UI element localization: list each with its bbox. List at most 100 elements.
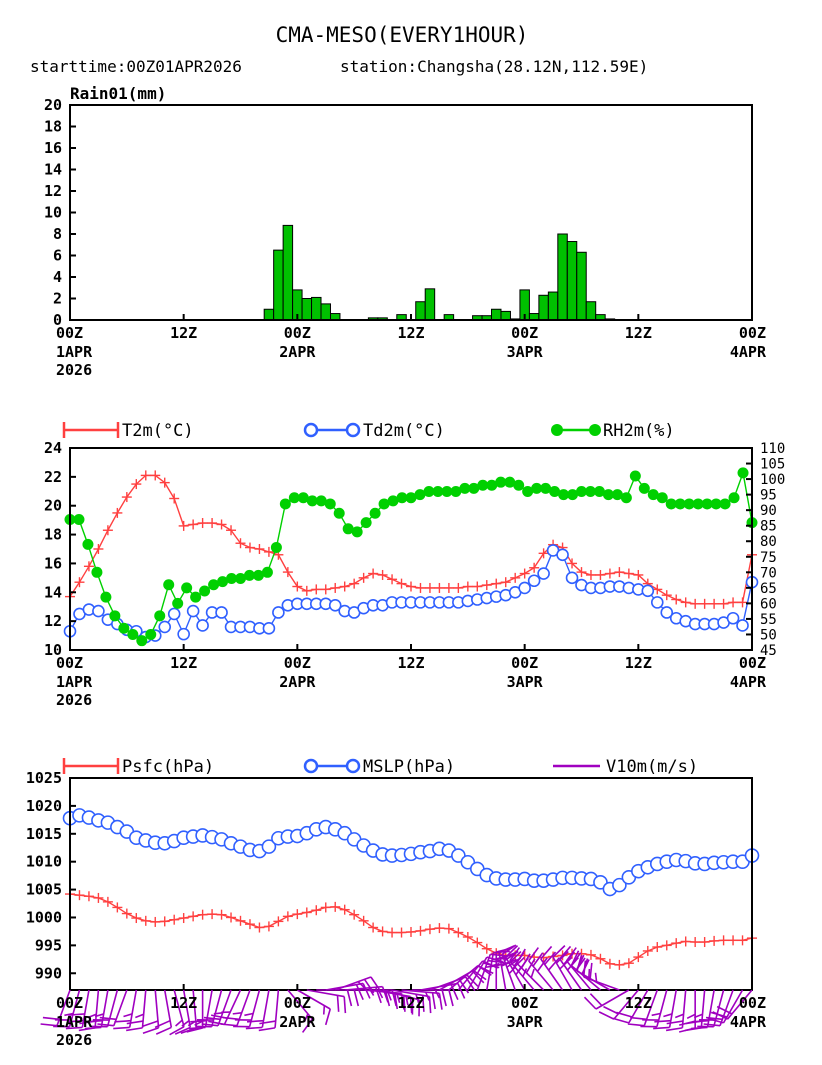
rh2m-marker: [611, 489, 623, 501]
t2m-marker: [491, 578, 502, 589]
psfc-marker: [709, 935, 720, 946]
t2m-marker: [453, 582, 464, 593]
rh2m-marker: [468, 482, 480, 494]
rain-y-tick-label: 12: [44, 182, 62, 200]
rh2m-marker: [584, 486, 596, 498]
rh2m-marker: [477, 479, 489, 491]
temp-xtick-label: 00Z: [56, 654, 83, 672]
psfc-marker: [235, 915, 246, 926]
rain-y-tick-label: 20: [44, 96, 62, 114]
rh-y-tick-label: 80: [760, 534, 777, 550]
t2m-marker: [396, 578, 407, 589]
t2m-marker: [472, 581, 483, 592]
td2m-marker: [328, 598, 342, 612]
rh2m-marker: [369, 507, 381, 519]
psfc-marker: [349, 909, 360, 920]
psfc-marker: [585, 949, 596, 960]
pressure-yticks: 990 995 1000 1005 1010 1015 1020 1025: [26, 769, 76, 982]
wind-barb: [653, 989, 678, 1030]
wind-barb: [691, 989, 715, 1030]
rh2m-marker: [378, 498, 390, 510]
psfc-marker: [415, 925, 426, 936]
t2m-marker: [235, 538, 246, 549]
td2m-marker: [262, 622, 276, 635]
pres-xtick-date: 2APR: [279, 1013, 316, 1031]
rh2m-marker: [567, 489, 579, 501]
rh-y-tick-label: 65: [760, 581, 777, 597]
t2m-marker: [349, 578, 360, 589]
psfc-marker: [93, 892, 104, 903]
rain-yticks: 0 2 4 6 8 10 12 14 16 18 20: [44, 96, 76, 329]
pres-y-tick-label: 1005: [26, 881, 62, 899]
rh2m-marker: [450, 486, 462, 498]
temp-xtick-label: 12Z: [625, 654, 652, 672]
pres-xtick-label: 12Z: [397, 994, 424, 1012]
rh-y-tick-label: 60: [760, 596, 777, 612]
psfc-marker: [301, 907, 312, 918]
rh2m-marker: [531, 482, 543, 494]
t2m-marker: [415, 582, 426, 593]
rh2m-marker: [522, 486, 534, 498]
psfc-marker: [387, 927, 398, 938]
temp-xtick-year: 2026: [56, 691, 92, 709]
rain-xtick-date: 4APR: [730, 343, 767, 361]
rh2m-marker: [602, 489, 614, 501]
legend-mslp-marker: [303, 758, 319, 774]
t2m-marker: [510, 572, 521, 583]
rh-y-tick-label: 105: [760, 457, 785, 473]
rh2m-marker: [414, 489, 426, 501]
rain-xtick-year: 2026: [56, 361, 92, 379]
pres-xtick-label: 12Z: [170, 994, 197, 1012]
wind-barb: [84, 989, 109, 1030]
rh2m-marker: [118, 622, 130, 634]
t2m-marker: [519, 568, 530, 579]
pres-y-tick-label: 1015: [26, 825, 62, 843]
rain-bar: [491, 308, 502, 321]
t2m-marker: [226, 525, 237, 536]
t2m-marker: [311, 584, 322, 595]
pres-xtick-year: 2026: [56, 1031, 92, 1049]
psfc-marker: [661, 940, 672, 951]
rh2m-marker: [190, 591, 202, 603]
rh2m-marker: [351, 526, 363, 538]
td2m-marker: [215, 606, 228, 619]
rh2m-marker: [576, 486, 587, 498]
temp-xtick-label: 12Z: [170, 654, 197, 672]
subtitle-starttime: starttime:00Z01APR2026: [30, 57, 242, 76]
wind-barb: [640, 989, 668, 1028]
psfc-marker: [595, 953, 606, 964]
wind-barb: [91, 989, 119, 1028]
pres-xtick-date: 4APR: [730, 1013, 767, 1031]
temp-xtick-label: 12Z: [397, 654, 424, 672]
rain-bar: [263, 308, 275, 321]
rain-xtick-label: 12Z: [397, 324, 424, 342]
rh2m-marker: [423, 486, 435, 498]
rh-y-tick-label: 100: [760, 472, 785, 488]
rh2m-marker: [100, 591, 112, 603]
psfc-marker: [690, 937, 701, 948]
wind-barb: [201, 989, 232, 1027]
pressure-legend: Psfc(hPa) MSLP(hPa) V10m(m/s): [62, 757, 698, 777]
t2m-marker: [169, 493, 180, 504]
t2m-marker: [216, 519, 227, 530]
rain-y-tick-label: 16: [44, 139, 62, 157]
rain-bar: [301, 298, 313, 321]
rh2m-marker: [91, 566, 103, 578]
rain-xtick-date: 2APR: [279, 343, 316, 361]
t2m-marker: [197, 518, 208, 529]
t2m-marker: [244, 542, 255, 553]
rh2m-marker: [728, 492, 740, 504]
rh2m-marker: [459, 482, 471, 494]
rh2m-marker: [217, 576, 229, 588]
rain-bar: [311, 296, 322, 321]
psfc-marker: [112, 902, 123, 913]
wind-barb: [665, 989, 687, 1032]
t2m-marker: [652, 584, 663, 595]
psfc-marker: [207, 909, 218, 920]
rain-xtick-label: 00Z: [739, 324, 766, 342]
td2m-marker: [177, 627, 190, 641]
rh2m-marker: [719, 498, 731, 510]
legend-t2m-marker: [62, 422, 120, 438]
